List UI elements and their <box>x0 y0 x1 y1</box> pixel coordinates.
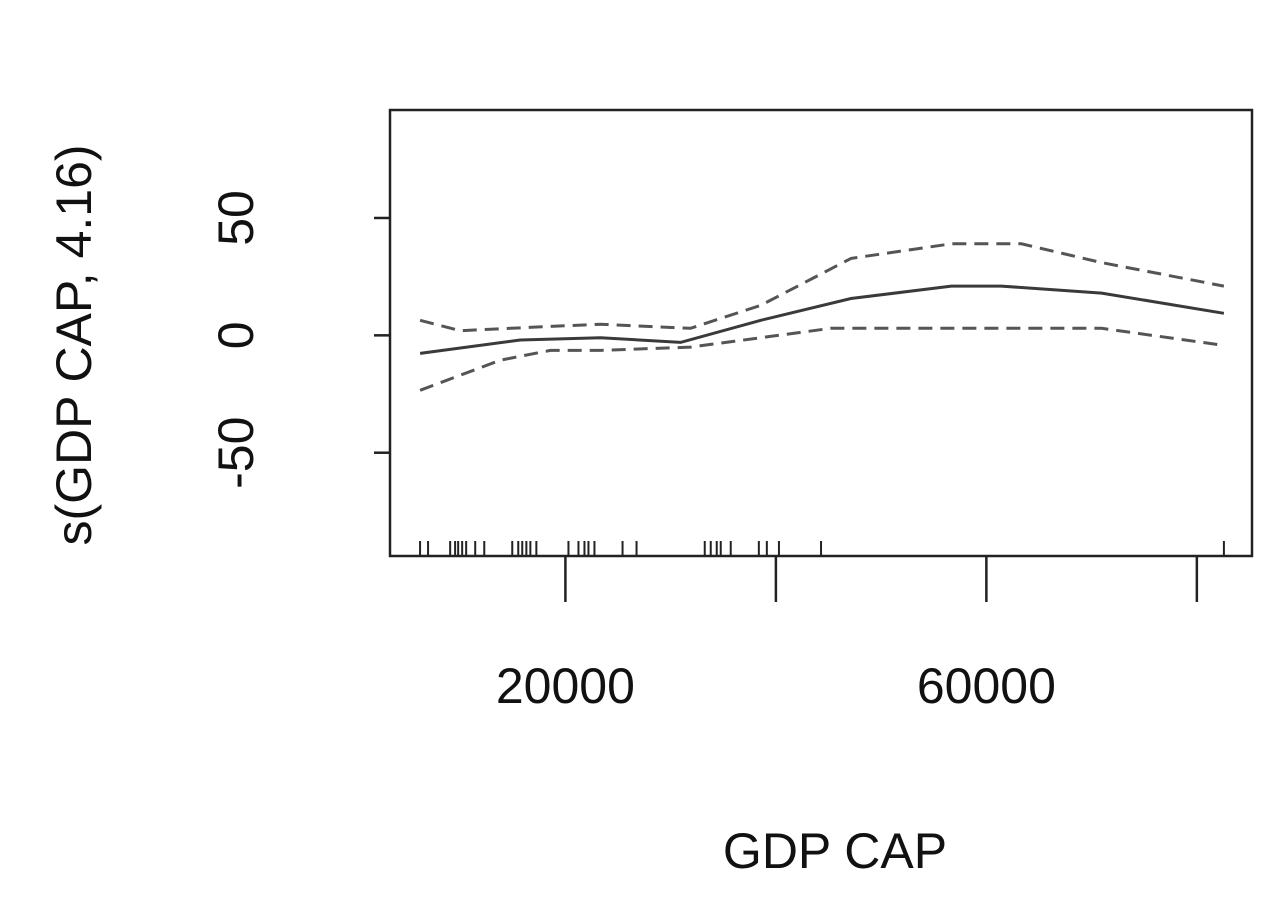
y-tick-label: 50 <box>208 190 264 246</box>
x-tick-label: 60000 <box>917 658 1056 714</box>
y-axis-label: s(GDP CAP, 4.16) <box>46 144 102 545</box>
y-tick-label: 0 <box>208 321 264 349</box>
y-tick-label: -50 <box>208 417 264 489</box>
curve <box>419 326 1225 392</box>
x-axis-label: GDP CAP <box>723 823 947 879</box>
curve <box>419 284 1225 355</box>
plot-frame <box>388 108 1254 558</box>
curve <box>419 242 1225 333</box>
x-tick-label: 20000 <box>496 658 635 714</box>
